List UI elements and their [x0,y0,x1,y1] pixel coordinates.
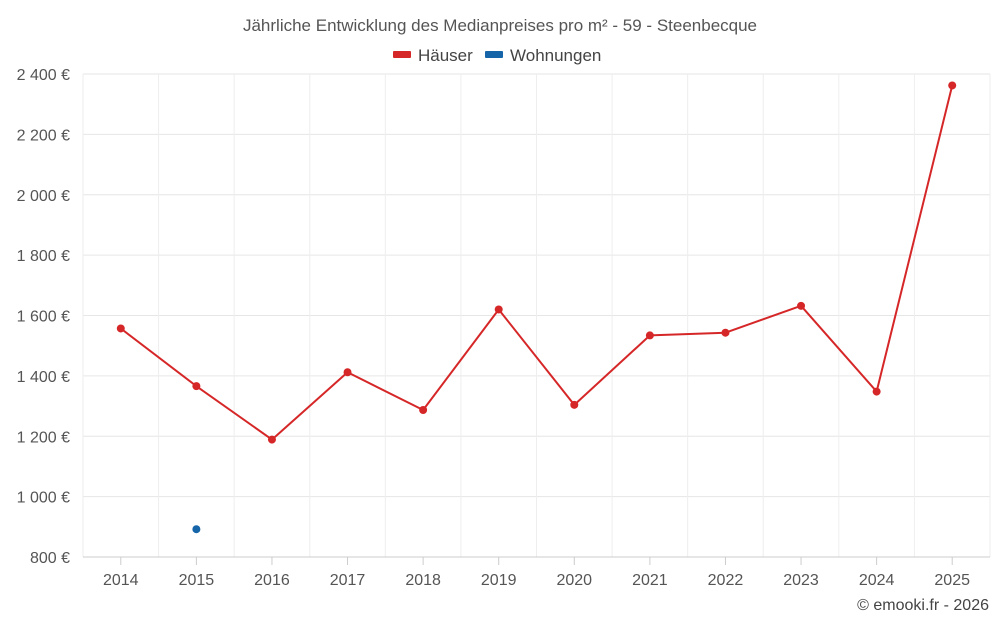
y-tick-label: 800 € [30,550,70,567]
legend-item-wohnungen[interactable]: Wohnungen [485,46,601,65]
data-point-haeuser[interactable] [267,435,276,444]
x-tick-label: 2017 [330,572,366,589]
y-axis: 800 € 1 000 € 1 200 € 1 400 € 1 600 € 1 800 €… [17,67,70,567]
data-point-haeuser[interactable] [419,405,428,414]
y-tick-label: 2 400 € [17,67,70,84]
legend-label-wohnungen: Wohnungen [510,46,601,65]
gridlines [82,73,991,558]
x-tick-label: 2022 [708,572,744,589]
x-tick-label: 2021 [632,572,668,589]
data-point-haeuser[interactable] [797,301,806,310]
data-point-haeuser[interactable] [116,324,125,333]
x-tick-label: 2016 [254,572,290,589]
data-point-haeuser[interactable] [645,331,654,340]
data-point-haeuser[interactable] [192,382,201,391]
x-tick-label: 2019 [481,572,517,589]
data-point-haeuser[interactable] [721,328,730,337]
y-tick-label: 1 400 € [17,369,70,386]
data-point-haeuser[interactable] [948,81,957,90]
y-tick-label: 2 200 € [17,127,70,144]
y-tick-label: 1 600 € [17,309,70,326]
data-point-haeuser[interactable] [570,400,579,409]
data-point-wohnungen[interactable] [192,525,201,534]
legend-item-haeuser[interactable]: Häuser [393,46,473,65]
chart-title: Jährliche Entwicklung des Medianpreises … [243,16,757,35]
x-axis: 2014 2015 2016 2017 2018 2019 2020 2021 2022 2023… [83,556,990,589]
x-tick-label: 2023 [783,572,819,589]
legend-swatch-haeuser [393,51,411,58]
y-tick-label: 2 000 € [17,188,70,205]
data-point-haeuser[interactable] [343,368,352,377]
y-tick-label: 1 000 € [17,490,70,507]
x-tick-label: 2024 [859,572,895,589]
y-tick-label: 1 800 € [17,248,70,265]
x-tick-label: 2018 [405,572,441,589]
data-point-haeuser[interactable] [494,305,503,314]
x-tick-label: 2014 [103,572,139,589]
legend-label-haeuser: Häuser [418,46,473,65]
x-tick-label: 2015 [179,572,215,589]
data-point-haeuser[interactable] [872,387,881,396]
credit-text: © emooki.fr - 2026 [857,597,989,614]
x-tick-label: 2025 [934,572,970,589]
series-layer [116,81,957,534]
x-tick-label: 2020 [556,572,592,589]
y-tick-label: 1 200 € [17,429,70,446]
legend-swatch-wohnungen [485,51,503,58]
legend: Häuser Wohnungen [393,46,601,65]
series-line-haeuser [120,85,954,441]
